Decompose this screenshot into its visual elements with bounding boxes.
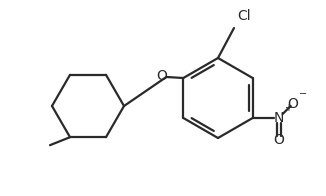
Text: −: − — [299, 89, 307, 99]
Text: N: N — [274, 111, 284, 125]
Text: Cl: Cl — [237, 9, 251, 23]
Text: O: O — [273, 133, 284, 147]
Text: +: + — [284, 103, 292, 113]
Text: O: O — [287, 97, 298, 111]
Text: O: O — [156, 69, 167, 83]
